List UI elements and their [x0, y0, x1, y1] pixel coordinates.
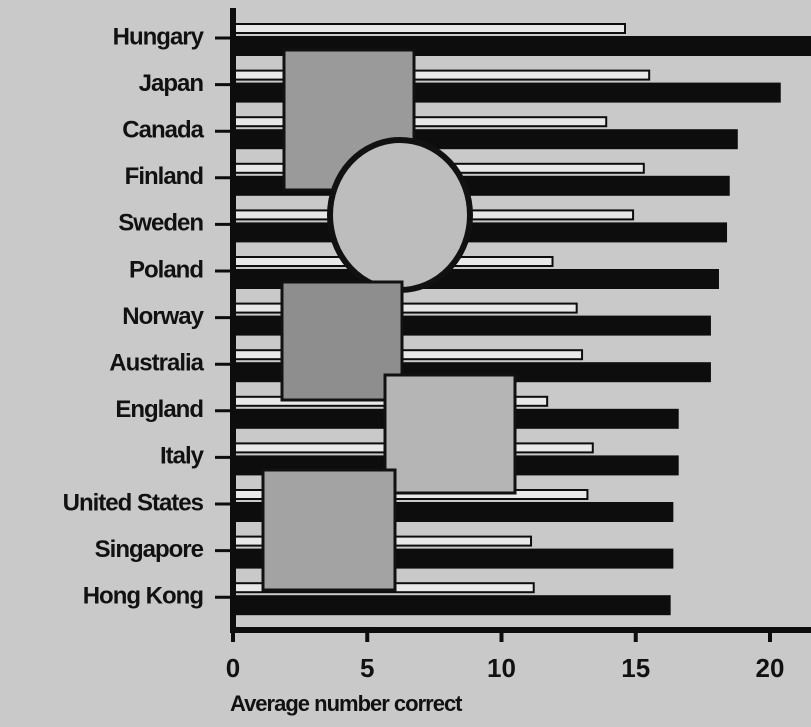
photo — [385, 375, 515, 493]
x-tick-label: 0 — [226, 653, 240, 683]
x-tick-label: 15 — [621, 653, 650, 683]
y-tick-label: Hungary — [113, 23, 205, 50]
bar — [233, 222, 727, 242]
y-tick-label: Finland — [125, 163, 204, 190]
x-tick-label: 5 — [360, 653, 374, 683]
x-tick-label: 10 — [487, 653, 516, 683]
chart: 0 5 10 15 20 Hungary Japan Canada Finland Sweden P… — [0, 0, 811, 727]
y-tick-label: Sweden — [118, 210, 203, 237]
x-axis-label: Average number correct — [230, 691, 463, 716]
bar — [233, 24, 625, 33]
y-tick-label: Japan — [139, 70, 204, 97]
photo — [263, 470, 395, 590]
y-tick-label: Canada — [122, 117, 204, 144]
bar — [233, 595, 671, 615]
y-tick-label: Poland — [129, 256, 203, 283]
y-tick-label: Singapore — [95, 536, 204, 563]
x-tick-label: 20 — [756, 653, 785, 683]
y-tick-label: England — [115, 396, 203, 423]
y-tick-label: Norway — [122, 303, 204, 330]
y-tick-label: United States — [63, 489, 204, 516]
y-tick-label: Hong Kong — [83, 583, 204, 610]
y-tick-label: Italy — [160, 443, 205, 470]
photo — [330, 140, 470, 290]
y-tick-label: Australia — [109, 350, 204, 377]
